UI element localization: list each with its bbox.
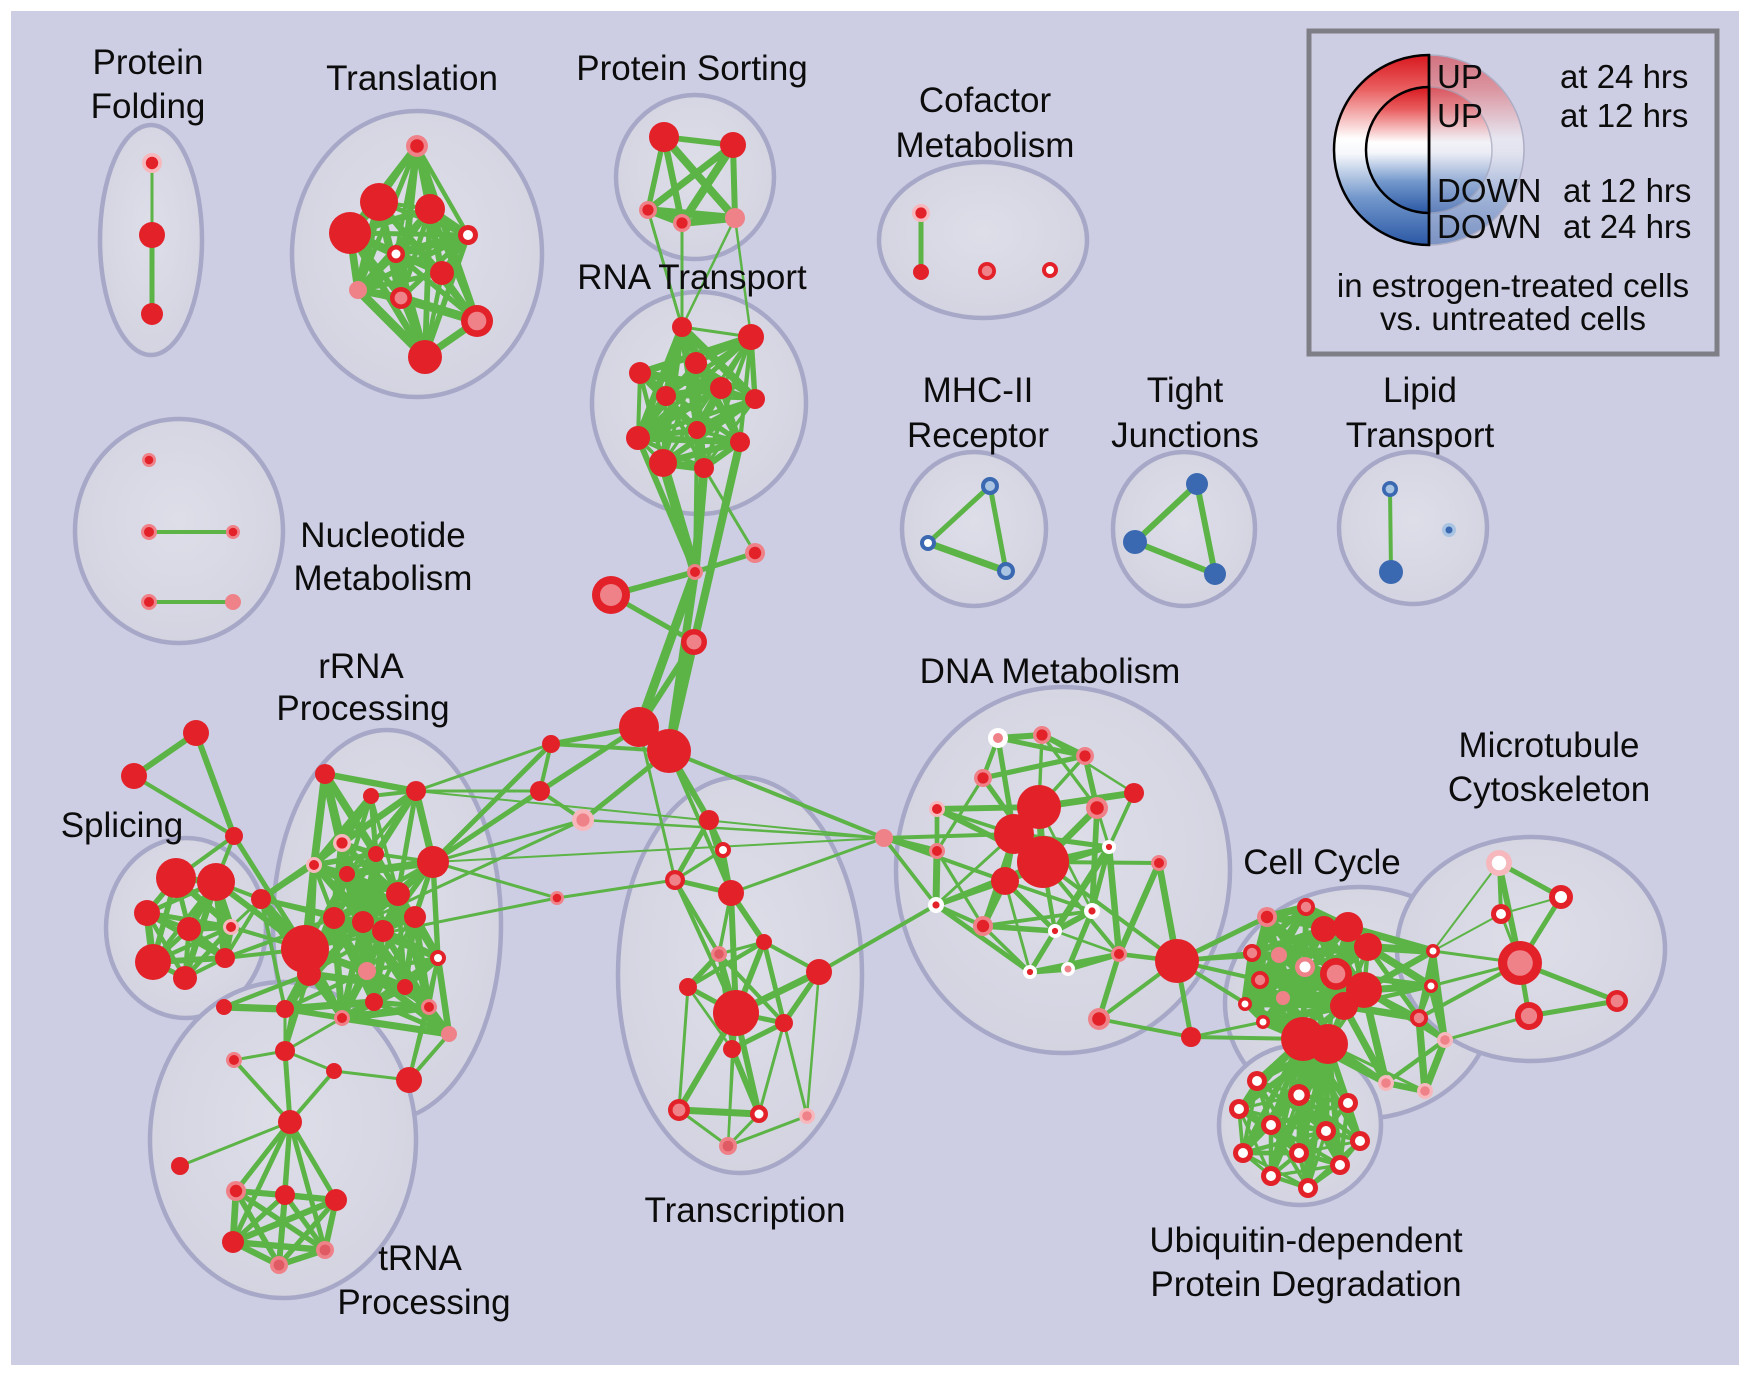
svg-text:Processing: Processing	[337, 1283, 510, 1322]
svg-text:Metabolism: Metabolism	[896, 126, 1075, 165]
svg-text:Transcription: Transcription	[645, 1191, 846, 1230]
svg-text:DNA Metabolism: DNA Metabolism	[920, 652, 1181, 691]
svg-text:Tight: Tight	[1147, 371, 1224, 410]
svg-text:at 12 hrs: at 12 hrs	[1560, 97, 1688, 134]
svg-text:Cofactor: Cofactor	[919, 81, 1052, 120]
svg-text:Folding: Folding	[91, 87, 206, 126]
svg-text:rRNA: rRNA	[318, 647, 404, 686]
svg-text:Transport: Transport	[1346, 416, 1495, 455]
svg-text:DOWN: DOWN	[1437, 208, 1541, 245]
svg-text:Lipid: Lipid	[1383, 371, 1457, 410]
svg-text:Translation: Translation	[326, 59, 498, 98]
svg-text:Protein Sorting: Protein Sorting	[576, 49, 808, 88]
svg-text:Ubiquitin-dependent: Ubiquitin-dependent	[1149, 1221, 1463, 1260]
svg-text:DOWN: DOWN	[1437, 172, 1541, 209]
svg-text:Cell Cycle: Cell Cycle	[1243, 843, 1401, 882]
svg-text:Junctions: Junctions	[1111, 416, 1259, 455]
svg-text:Splicing: Splicing	[61, 806, 184, 845]
svg-text:Metabolism: Metabolism	[294, 559, 473, 598]
svg-text:Protein Degradation: Protein Degradation	[1150, 1265, 1461, 1304]
svg-text:at 12 hrs: at 12 hrs	[1563, 172, 1691, 209]
svg-text:Receptor: Receptor	[907, 416, 1049, 455]
svg-text:RNA Transport: RNA Transport	[577, 258, 807, 297]
svg-text:Protein: Protein	[93, 43, 204, 82]
svg-text:MHC-II: MHC-II	[923, 371, 1034, 410]
svg-text:tRNA: tRNA	[378, 1239, 462, 1278]
svg-text:UP: UP	[1437, 97, 1483, 134]
svg-text:in estrogen-treated cells: in estrogen-treated cells	[1337, 267, 1689, 304]
svg-text:Nucleotide: Nucleotide	[300, 516, 465, 555]
svg-text:at 24 hrs: at 24 hrs	[1563, 208, 1691, 245]
svg-text:vs. untreated cells: vs. untreated cells	[1380, 300, 1646, 337]
svg-text:UP: UP	[1437, 58, 1483, 95]
svg-text:Microtubule: Microtubule	[1459, 726, 1640, 765]
svg-text:Processing: Processing	[276, 689, 449, 728]
svg-text:Cytoskeleton: Cytoskeleton	[1448, 770, 1650, 809]
svg-text:at 24 hrs: at 24 hrs	[1560, 58, 1688, 95]
